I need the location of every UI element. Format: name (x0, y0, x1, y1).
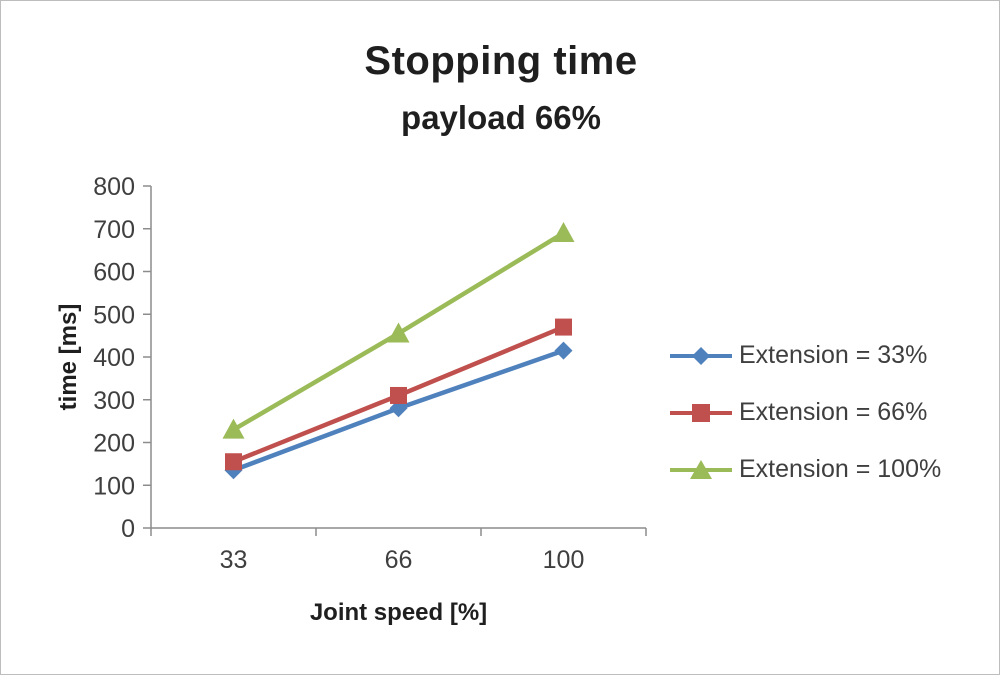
data-point-marker (552, 222, 575, 243)
tick-label: 200 (93, 430, 135, 458)
y-axis-title: time [ms] (55, 303, 82, 411)
chart-subtitle: payload 66% (401, 99, 601, 136)
legend-label: Extension = 33% (739, 341, 928, 369)
legend-item: Extension = 33% (669, 337, 941, 374)
tick-label: 700 (93, 216, 135, 244)
legend-marker-diamond-icon (670, 346, 732, 365)
data-point-marker (554, 341, 573, 360)
x-axis-title: Joint speed [%] (309, 599, 488, 626)
data-point-marker (387, 322, 410, 343)
tick-label: 100 (543, 546, 585, 574)
tick-label: 33 (220, 546, 248, 574)
chart-title: Stopping time (364, 39, 638, 83)
legend-item: Extension = 66% (669, 394, 941, 431)
tick-label: 300 (93, 387, 135, 415)
legend-label: Extension = 100% (739, 455, 942, 483)
data-point-marker (555, 318, 572, 336)
legend-marker-square-icon (670, 403, 732, 422)
legend-label: Extension = 66% (739, 398, 928, 426)
legend: Extension = 33% Extension = 66% Extensio… (669, 337, 941, 488)
tick-label: 0 (121, 515, 135, 543)
data-point-marker (390, 386, 407, 404)
tick-label: 800 (93, 173, 135, 201)
tick-label: 500 (93, 301, 135, 329)
data-point-marker (225, 453, 242, 471)
data-point-marker (222, 418, 245, 439)
legend-item: Extension = 100% (669, 451, 941, 488)
tick-label: 600 (93, 259, 135, 287)
tick-label: 400 (93, 344, 135, 372)
tick-label: 100 (93, 472, 135, 500)
tick-label: 66 (385, 546, 413, 574)
legend-marker-triangle-icon (670, 459, 732, 479)
